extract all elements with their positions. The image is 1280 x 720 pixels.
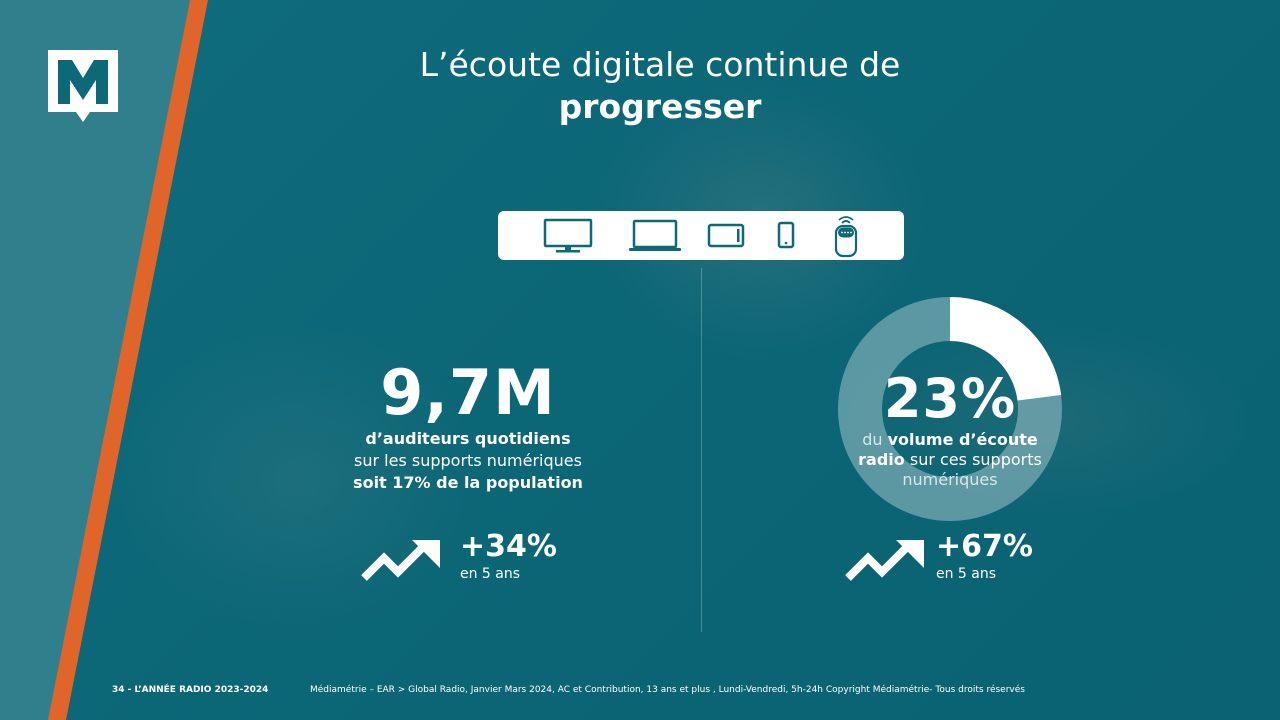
listening-volume-caption: du volume d’écoute radio sur ces support… bbox=[840, 430, 1060, 490]
trend-up-arrow-icon-2 bbox=[845, 540, 924, 581]
caption-rest: sur ces supports bbox=[904, 450, 1042, 469]
right-growth-value: +67% bbox=[936, 529, 1033, 564]
smartphone-icon bbox=[777, 221, 795, 249]
page-number: 34 - L’ANNÉE RADIO 2023-2024 bbox=[112, 685, 269, 695]
right-growth-period: en 5 ans bbox=[936, 566, 997, 582]
center-divider bbox=[701, 268, 702, 632]
title-line-2: progresser bbox=[558, 87, 762, 126]
daily-listeners-value: 9,7M bbox=[380, 356, 556, 429]
left-growth-value: +34% bbox=[460, 529, 557, 564]
smart-speaker-icon bbox=[834, 216, 858, 258]
tv-icon bbox=[543, 218, 593, 253]
listening-volume-stat: 23% du volume d’écoute radio sur ces sup… bbox=[840, 368, 1060, 490]
daily-listeners-stat: 9,7M d’auditeurs quotidiens sur les supp… bbox=[318, 358, 618, 494]
trend-up-arrow-icon bbox=[361, 540, 440, 581]
device-icons-bar bbox=[498, 211, 904, 260]
left-growth: +34% en 5 ans bbox=[460, 530, 557, 584]
caption-bold-2: radio bbox=[858, 450, 905, 469]
caption-line-3: soit 17% de la population bbox=[353, 473, 583, 492]
footer: 34 - L’ANNÉE RADIO 2023-2024 Médiamétrie … bbox=[112, 684, 1025, 696]
daily-listeners-caption: d’auditeurs quotidiens sur les supports … bbox=[318, 428, 618, 494]
caption-line-2: sur les supports numériques bbox=[354, 451, 582, 470]
share-donut-chart bbox=[838, 297, 1062, 521]
left-growth-period: en 5 ans bbox=[460, 566, 521, 582]
source-note: Médiamétrie – EAR > Global Radio, Janvie… bbox=[310, 685, 1025, 695]
caption-line-3: numériques bbox=[902, 470, 998, 489]
title-line-1: L’écoute digitale continue de bbox=[419, 45, 901, 84]
caption-line-1: d’auditeurs quotidiens bbox=[365, 429, 571, 448]
tablet-icon bbox=[707, 223, 745, 248]
page-title: L’écoute digitale continue de progresser bbox=[380, 44, 940, 128]
laptop-icon bbox=[629, 219, 681, 251]
mediametrie-logo-icon bbox=[48, 50, 118, 122]
caption-prefix: du bbox=[862, 430, 888, 449]
right-growth: +67% en 5 ans bbox=[936, 530, 1033, 584]
listening-volume-value: 23% bbox=[883, 367, 1017, 430]
donut-share-slice bbox=[949, 297, 1062, 402]
caption-bold-1: volume d’écoute bbox=[887, 430, 1038, 449]
